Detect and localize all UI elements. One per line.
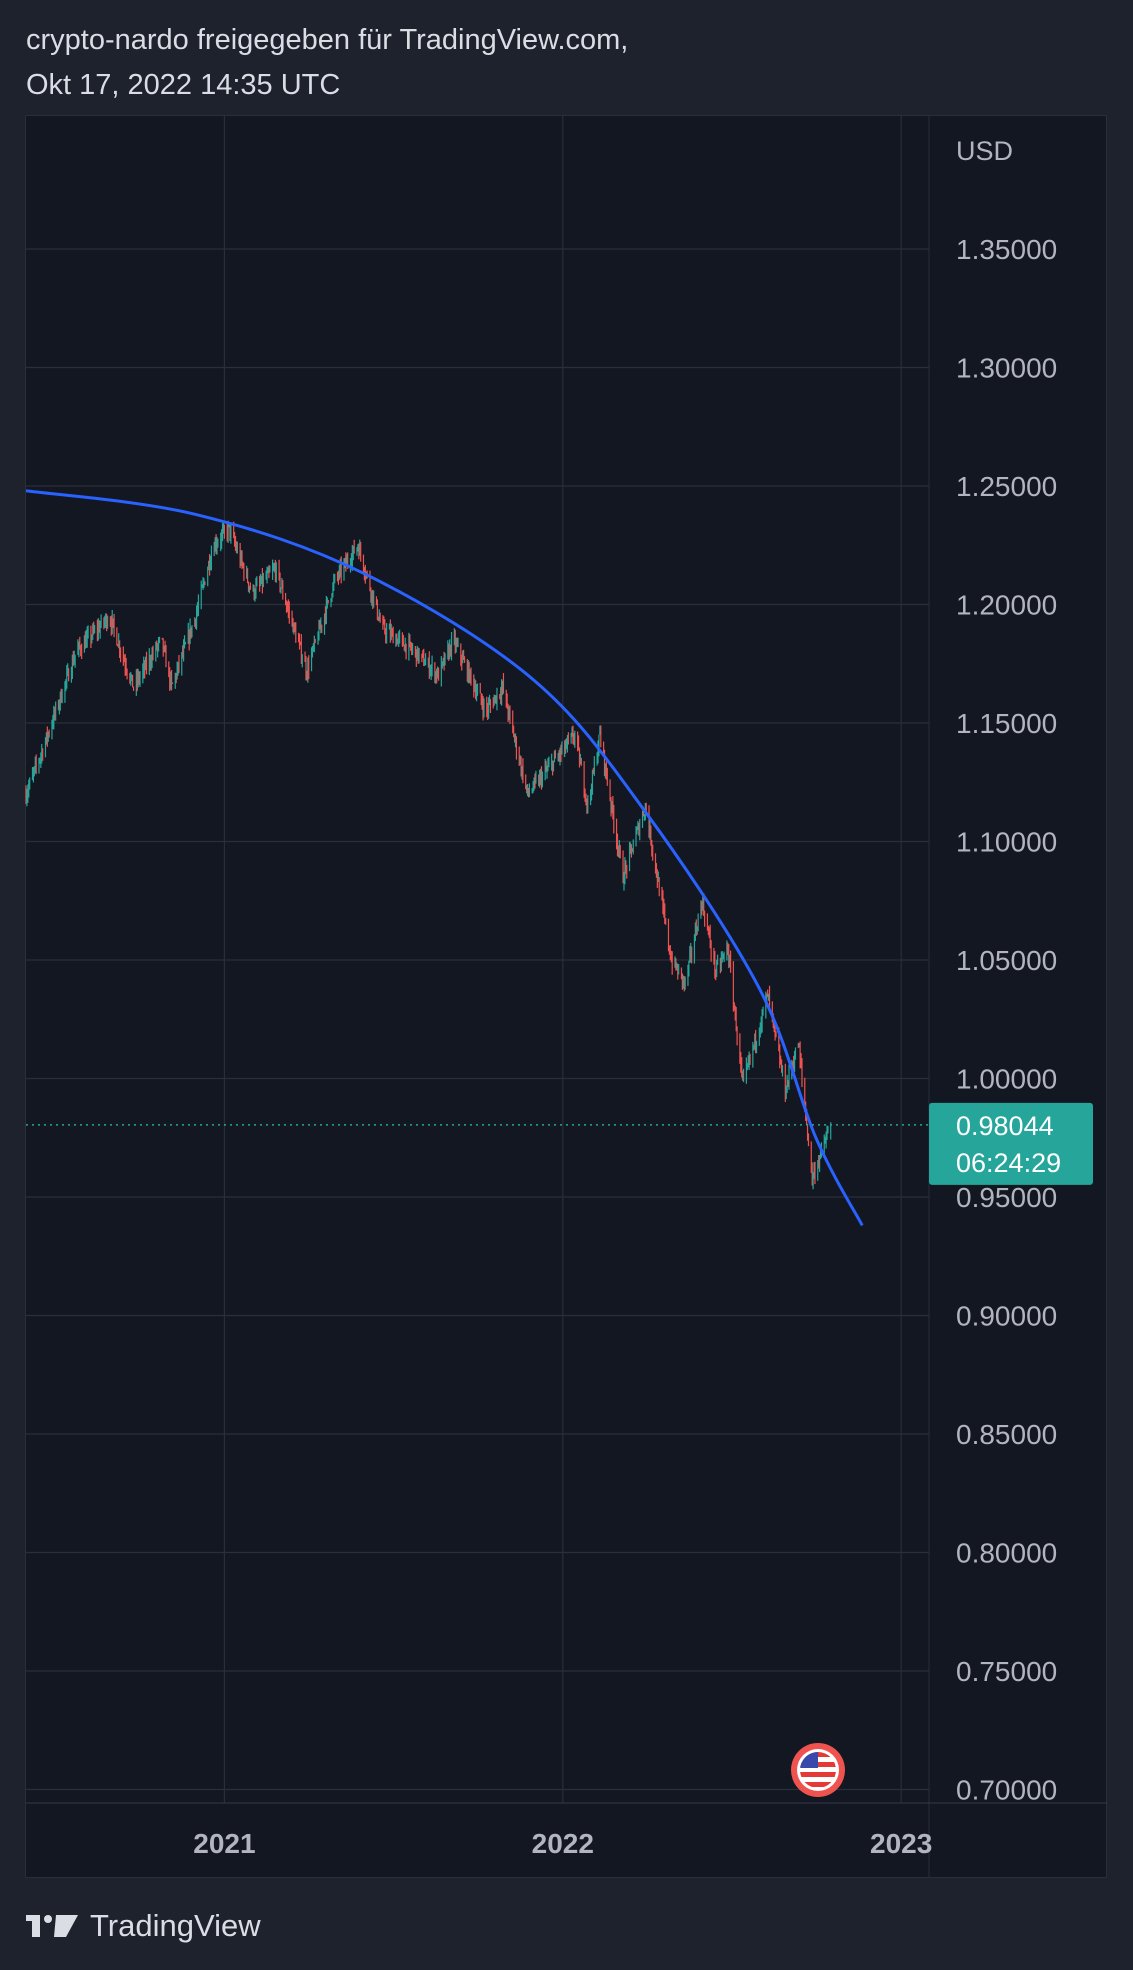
footer: TradingView <box>26 1900 261 1952</box>
y-tick-label: 0.85000 <box>956 1419 1057 1450</box>
price-chart[interactable]: USD 1.350001.300001.250001.200001.150001… <box>0 0 1133 1900</box>
y-tick-label: 1.05000 <box>956 945 1057 976</box>
timestamp-line: Okt 17, 2022 14:35 UTC <box>26 69 341 101</box>
chart-frame[interactable] <box>25 115 1107 1878</box>
y-tick-label: 0.90000 <box>956 1301 1057 1332</box>
y-tick-label: 0.75000 <box>956 1656 1057 1687</box>
y-tick-label: 0.70000 <box>956 1775 1057 1806</box>
x-axis-ticks: 2021 2022 2023 <box>193 1828 932 1859</box>
y-tick-label: 0.80000 <box>956 1538 1057 1569</box>
y-tick-label: 1.15000 <box>956 708 1057 739</box>
y-tick-label: 1.20000 <box>956 590 1057 621</box>
brand-name[interactable]: TradingView <box>90 1908 261 1943</box>
x-tick-label: 2022 <box>532 1828 594 1859</box>
currency-label: USD <box>956 136 1013 166</box>
current-price-badge: 0.98044 06:24:29 <box>929 1102 1093 1185</box>
author-line: crypto-nardo freigegeben für TradingView… <box>26 24 629 56</box>
chart-header: crypto-nardo freigegeben für TradingView… <box>26 18 628 108</box>
y-tick-label: 1.35000 <box>956 234 1057 265</box>
us-flag-icon <box>791 1743 845 1797</box>
candles <box>25 520 832 1190</box>
y-axis-ticks: 1.35000 1.30000 1.25000 1.20000 1.15000 1.100… <box>956 234 1057 1806</box>
x-tick-label: 2023 <box>870 1828 932 1859</box>
grid-lines <box>26 116 929 1803</box>
y-tick-label: 1.00000 <box>956 1064 1057 1095</box>
y-tick-label: 1.25000 <box>956 471 1057 502</box>
current-price-badge-bg <box>929 1102 1093 1185</box>
y-tick-label: 0.95000 <box>956 1182 1057 1213</box>
x-tick-label: 2021 <box>193 1828 255 1859</box>
current-price-value: 0.98044 <box>956 1111 1054 1141</box>
bar-countdown: 06:24:29 <box>956 1148 1061 1178</box>
arc-curve <box>25 489 864 1227</box>
y-tick-label: 1.30000 <box>956 353 1057 384</box>
y-tick-label: 1.10000 <box>956 827 1057 858</box>
tradingview-logo-icon[interactable] <box>26 1913 78 1939</box>
